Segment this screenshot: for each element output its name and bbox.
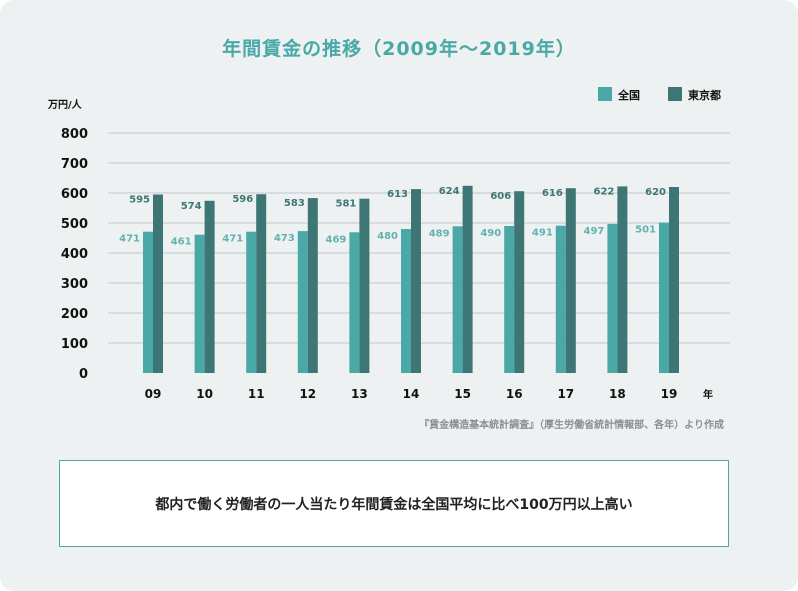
bar-national xyxy=(659,222,669,373)
x-tick-label: 12 xyxy=(299,387,316,401)
data-label-tokyo: 606 xyxy=(490,191,511,202)
y-tick-label: 400 xyxy=(61,247,88,262)
y-tick-label: 800 xyxy=(61,127,88,142)
y-tick-label: 0 xyxy=(79,367,88,382)
bar-national xyxy=(349,232,360,373)
data-label-national: 480 xyxy=(377,231,398,242)
data-label-tokyo: 620 xyxy=(645,187,666,198)
data-label-national: 497 xyxy=(584,226,605,237)
data-label-tokyo: 583 xyxy=(284,198,305,209)
bar-tokyo xyxy=(307,198,318,373)
bar-national xyxy=(297,231,308,373)
x-tick-label: 13 xyxy=(351,387,368,401)
source-note: 『賃金構造基本統計調査』（厚生労働省統計情報部、各年）より作成 xyxy=(419,420,724,431)
bar-tokyo xyxy=(411,189,421,373)
bar-national xyxy=(401,229,411,373)
x-tick-label: 16 xyxy=(506,387,523,401)
data-label-tokyo: 595 xyxy=(129,195,150,206)
bar-tokyo xyxy=(204,200,215,373)
data-label-national: 501 xyxy=(635,225,656,236)
data-label-tokyo: 616 xyxy=(542,188,563,199)
bar-national xyxy=(143,231,153,373)
data-label-national: 490 xyxy=(480,228,501,239)
chart-title: 年間賃金の推移（2009年〜2019年） xyxy=(222,38,576,60)
data-label-tokyo: 596 xyxy=(232,194,253,205)
data-label-tokyo: 581 xyxy=(336,199,357,210)
bar-tokyo xyxy=(359,198,370,373)
x-axis-label: 年 xyxy=(703,388,713,401)
bar-national xyxy=(504,226,515,373)
x-tick-label: 17 xyxy=(557,387,574,401)
data-label-national: 489 xyxy=(429,228,450,239)
data-label-tokyo: 574 xyxy=(181,201,202,212)
y-tick-label: 500 xyxy=(61,217,88,232)
x-tick-label: 11 xyxy=(248,387,265,401)
bar-national xyxy=(555,225,566,373)
bar-tokyo xyxy=(565,188,576,373)
data-label-national: 469 xyxy=(326,234,347,245)
y-tick-label: 600 xyxy=(61,187,88,202)
legend-swatch-1 xyxy=(668,87,682,101)
y-axis-label: 万円/人 xyxy=(47,98,83,111)
summary-box: 都内で働く労働者の一人当たり年間賃金は全国平均に比べ100万円以上高い xyxy=(59,460,729,547)
legend-swatch-0 xyxy=(598,87,612,101)
data-label-tokyo: 622 xyxy=(594,186,615,197)
bar-tokyo xyxy=(514,191,525,373)
data-label-national: 461 xyxy=(171,237,192,248)
data-label-national: 471 xyxy=(119,234,140,245)
bar-national xyxy=(452,226,463,373)
bar-national xyxy=(194,234,205,373)
bar-tokyo xyxy=(617,186,628,373)
bar-national xyxy=(607,223,618,373)
y-tick-label: 700 xyxy=(61,157,88,172)
x-tick-label: 18 xyxy=(609,387,626,401)
bar-tokyo xyxy=(669,187,679,373)
bar-tokyo xyxy=(153,194,163,373)
legend-label-1: 東京都 xyxy=(688,88,721,102)
data-label-national: 491 xyxy=(532,228,553,239)
data-label-tokyo: 624 xyxy=(439,186,460,197)
summary-text: 都内で働く労働者の一人当たり年間賃金は全国平均に比べ100万円以上高い xyxy=(155,496,633,513)
x-tick-label: 10 xyxy=(196,387,213,401)
x-tick-label: 19 xyxy=(661,387,678,401)
data-label-tokyo: 613 xyxy=(387,189,408,200)
x-tick-label: 14 xyxy=(403,387,420,401)
x-tick-label: 09 xyxy=(145,387,162,401)
data-label-national: 473 xyxy=(274,233,295,244)
bar-tokyo xyxy=(462,185,473,373)
legend-label-0: 全国 xyxy=(617,88,640,102)
y-tick-label: 300 xyxy=(61,277,88,292)
y-tick-label: 200 xyxy=(61,307,88,322)
bar-national xyxy=(246,231,257,373)
x-tick-label: 15 xyxy=(454,387,471,401)
y-tick-label: 100 xyxy=(61,337,88,352)
bar-tokyo xyxy=(256,194,267,373)
data-label-national: 471 xyxy=(222,234,243,245)
